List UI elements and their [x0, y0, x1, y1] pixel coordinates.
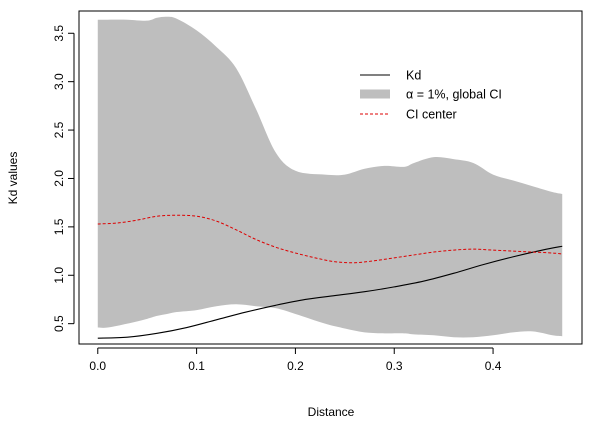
plot-frame: [78, 10, 583, 345]
x-tick-label: 0.2: [287, 359, 304, 373]
x-tick-label: 0.3: [386, 359, 403, 373]
x-axis-title: Distance: [308, 405, 355, 419]
y-tick-label: 1.0: [52, 267, 66, 284]
ci-center-line: [97, 214, 563, 264]
x-tick-label: 0.4: [485, 359, 502, 373]
ci-band-area: [97, 16, 563, 338]
y-axis-title: Kd values: [6, 152, 20, 205]
x-axis: 0.0 0.1 0.2 0.3 0.4: [89, 347, 502, 373]
legend: Kd α = 1%, global CI CI center: [360, 69, 502, 122]
plot-area: [97, 16, 563, 339]
legend-ci-band-label: α = 1%, global CI: [406, 88, 502, 102]
y-tick-label: 1.5: [52, 218, 66, 235]
y-tick-label: 2.5: [52, 121, 66, 138]
y-tick-label: 3.5: [52, 25, 66, 42]
y-axis: 0.5 1.0 1.5 2.0 2.5 3.0 3.5: [52, 25, 75, 332]
y-tick-label: 0.5: [52, 315, 66, 332]
y-tick-label: 2.0: [52, 170, 66, 187]
legend-ci-center-label: CI center: [406, 108, 457, 122]
kd-line: [97, 245, 563, 339]
x-tick-label: 0.0: [89, 359, 106, 373]
x-tick-label: 0.1: [188, 359, 205, 373]
y-tick-label: 3.0: [52, 73, 66, 90]
legend-kd-label: Kd: [406, 69, 421, 83]
